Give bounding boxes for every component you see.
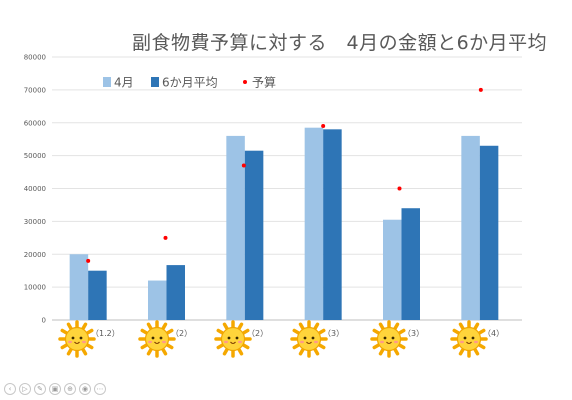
legend-label: 6か月平均 <box>162 76 218 90</box>
view-icon-button[interactable]: ◉ <box>79 383 91 395</box>
y-tick-label: 0 <box>42 317 46 325</box>
category-label: （2） <box>171 329 192 338</box>
play-icon-button[interactable]: ▷ <box>19 383 31 395</box>
bar-six-month-avg <box>401 208 420 320</box>
chart-title: 副食物費予算に対する 4月の金額と6か月平均 <box>132 32 548 54</box>
sun-face-icon <box>290 320 328 358</box>
y-tick-label: 30000 <box>24 218 46 226</box>
bar-six-month-avg <box>323 129 342 320</box>
more-options-button[interactable]: ⋯ <box>94 383 106 395</box>
budget-point <box>86 258 91 263</box>
y-tick-label: 40000 <box>24 185 46 193</box>
bar-april <box>226 135 245 320</box>
legend-swatch <box>151 77 159 87</box>
y-tick-label: 50000 <box>24 152 46 160</box>
category-label: （2） <box>247 329 268 338</box>
budget-point <box>478 87 483 92</box>
bar-april <box>383 219 402 320</box>
bar-april <box>69 254 89 320</box>
budget-point <box>321 124 326 129</box>
pen-icon-button[interactable]: ✎ <box>34 383 46 395</box>
budget-point <box>163 235 168 240</box>
bar-six-month-avg <box>166 265 185 320</box>
y-tick-label: 80000 <box>24 54 46 62</box>
bar-april <box>148 280 167 320</box>
sun-face-icon <box>58 320 96 358</box>
bar-april <box>304 127 324 321</box>
legend-label: 予算 <box>252 75 276 90</box>
bar-six-month-avg <box>244 150 264 320</box>
legend-label: 4月 <box>114 76 134 90</box>
bar-six-month-avg <box>88 270 107 320</box>
y-tick-label: 70000 <box>24 86 46 94</box>
sun-face-icon <box>138 320 176 358</box>
previous-slide-button[interactable]: ‹ <box>4 383 16 395</box>
bar-six-month-avg <box>479 145 499 320</box>
bar-april <box>461 135 480 320</box>
y-tick-label: 60000 <box>24 119 46 127</box>
budget-point <box>397 186 402 191</box>
y-tick-label: 20000 <box>24 251 46 259</box>
category-label: （3） <box>403 329 424 338</box>
y-tick-label: 10000 <box>24 284 46 292</box>
legend-marker <box>243 80 247 84</box>
sun-face-icon <box>450 320 488 358</box>
zoom-icon-button[interactable]: ⊕ <box>64 383 76 395</box>
category-label: （3） <box>323 329 344 338</box>
pages-icon-button[interactable]: ▣ <box>49 383 61 395</box>
budget-point <box>241 163 246 168</box>
sun-face-icon <box>370 320 408 358</box>
legend-swatch <box>103 77 111 87</box>
sun-face-icon <box>214 320 252 358</box>
category-label: （4） <box>483 329 504 338</box>
slide-controls: ‹ ▷ ✎ ▣ ⊕ ◉ ⋯ <box>4 383 106 395</box>
category-label: （1.2） <box>91 329 120 338</box>
